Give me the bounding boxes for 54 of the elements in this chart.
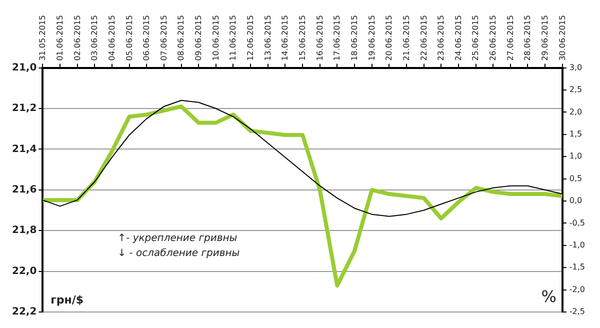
y-tick-label: 21,6 — [12, 184, 37, 196]
x-tick-label: 08.06.2015 — [176, 14, 186, 61]
y2-tick-label: -1,0 — [569, 240, 585, 250]
x-tick-label: 09.06.2015 — [194, 14, 204, 61]
x-tick-label: 21.06.2015 — [402, 14, 411, 61]
x-tick-label: 04.06.2015 — [107, 14, 116, 61]
annotation: ↓ - ослабление гривны — [118, 248, 240, 260]
y2-axis-title: % — [541, 287, 556, 306]
y2-tick-label: 2,5 — [569, 85, 582, 94]
y-tick-label: 21,2 — [12, 103, 37, 114]
y-tick-label: 21,8 — [12, 225, 37, 236]
x-tick-label: 02.06.2015 — [72, 14, 82, 61]
x-tick-label: 07.06.2015 — [159, 14, 168, 61]
x-tick-label: 25.06.2015 — [471, 14, 480, 61]
y2-tick-label: -1,5 — [569, 262, 585, 272]
y2-tick-label: 0,5 — [569, 174, 582, 183]
x-tick-label: 13.06.2015 — [263, 14, 272, 61]
x-tick-label: 28.06.2015 — [523, 14, 532, 61]
y2-tick-label: -2,0 — [569, 284, 585, 294]
x-tick-label: 29.06.2015 — [540, 14, 550, 61]
x-tick-label: 24.06.2015 — [454, 14, 463, 61]
x-tick-label: 05.06.2015 — [124, 14, 134, 61]
x-tick-label: 03.06.2015 — [90, 14, 100, 61]
x-tick-label: 27.06.2015 — [506, 14, 515, 61]
y-axis-title: грн/$ — [50, 293, 84, 306]
x-tick-label: 30.06.2015 — [558, 14, 567, 61]
x-tick-label: 15.06.2015 — [298, 14, 308, 61]
x-tick-label: 11.06.2015 — [228, 14, 238, 61]
y2-tick-label: 0,0 — [569, 196, 582, 206]
x-tick-label: 22.06.2015 — [419, 14, 428, 61]
x-tick-label: 10.06.2015 — [211, 14, 220, 61]
annotation: ↑- укрепление гривны — [118, 233, 238, 244]
x-tick-label: 06.06.2015 — [142, 14, 152, 61]
x-tick-label: 23.06.2015 — [436, 14, 446, 61]
y2-tick-label: 3,0 — [569, 62, 582, 72]
x-tick-label: 26.06.2015 — [488, 14, 498, 61]
x-tick-label: 19.06.2015 — [367, 14, 376, 61]
x-tick-label: 16.06.2015 — [315, 14, 324, 61]
y-tick-label: 21,4 — [12, 144, 37, 155]
y2-tick-label: 1,0 — [569, 152, 582, 161]
x-tick-label: 18.06.2015 — [350, 14, 359, 61]
x-tick-label: 31.05.2015 — [38, 14, 48, 61]
y2-tick-label: 2,0 — [569, 107, 582, 116]
y-tick-label: 22,0 — [12, 266, 37, 277]
y2-tick-label: -0,5 — [569, 218, 585, 228]
y2-tick-label: 1,5 — [569, 129, 582, 138]
x-tick-label: 12.06.2015 — [246, 14, 256, 61]
x-tick-label: 17.06.2015 — [332, 14, 342, 61]
y-tick-label: 21,0 — [12, 62, 37, 74]
x-tick-label: 20.06.2015 — [384, 14, 394, 61]
y2-tick-label: -2,5 — [569, 307, 585, 316]
x-tick-label: 14.06.2015 — [280, 14, 290, 61]
x-tick-label: 01.06.2015 — [55, 14, 64, 61]
y-tick-label: 22,2 — [12, 306, 37, 318]
